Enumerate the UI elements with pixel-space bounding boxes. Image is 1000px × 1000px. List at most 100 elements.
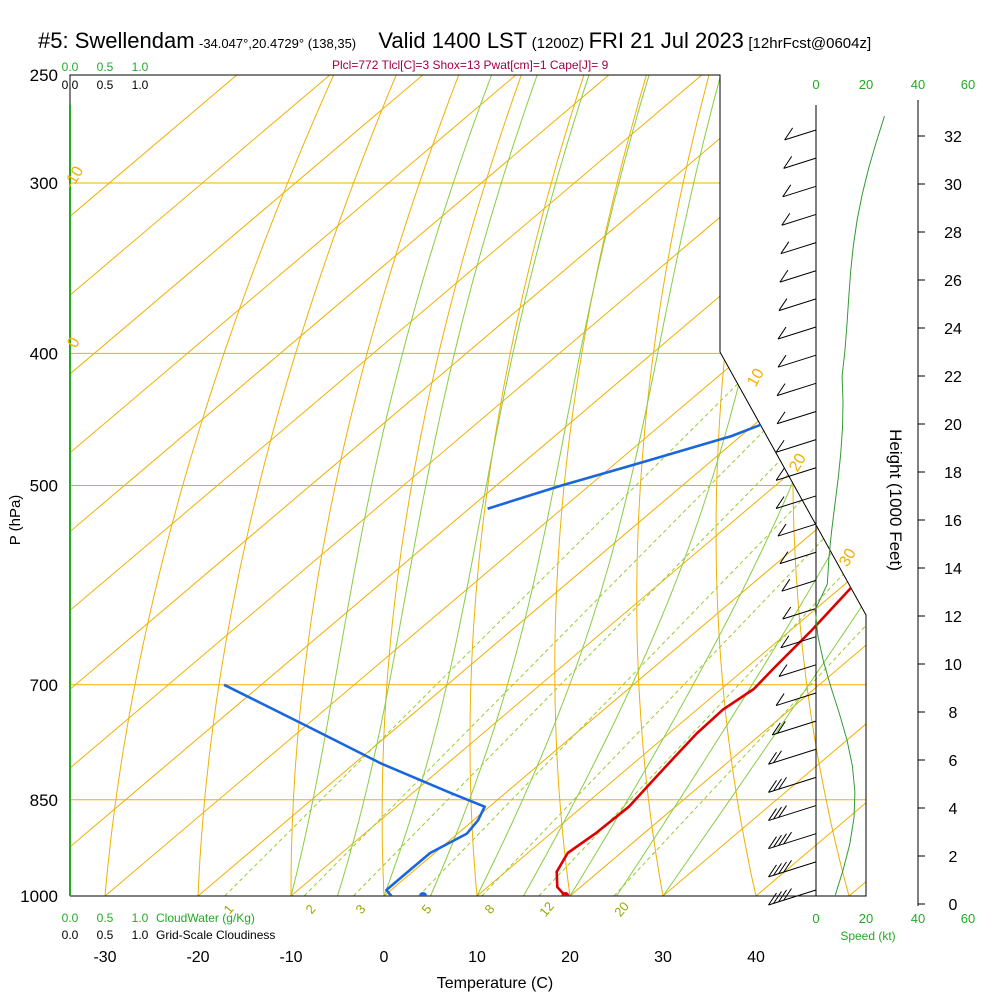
- moist-adiabat-line: [337, 75, 538, 896]
- wind-barb: [775, 495, 817, 510]
- surface-point-marker: [419, 892, 428, 896]
- wind-barb-flag: [773, 891, 782, 904]
- isotherm-line: [662, 75, 866, 896]
- isotherm-line: [290, 75, 866, 896]
- dry-adiabat-line: [104, 75, 335, 896]
- wind-barb: [768, 861, 817, 878]
- wind-barb-flag: [783, 888, 792, 901]
- isotherm-label: 30: [836, 546, 860, 570]
- wind-barb-flag: [768, 780, 777, 793]
- pressure-tick-label: 1000: [20, 887, 58, 906]
- wind-barb: [779, 551, 817, 565]
- wind-barb-flag: [784, 127, 794, 141]
- dry-adiabat-line: [381, 75, 522, 896]
- speed-tick-bottom: 20: [859, 911, 873, 926]
- height-tick-label: 12: [944, 609, 962, 626]
- wind-barb-flag: [776, 383, 786, 396]
- height-tick-label: 14: [944, 561, 962, 578]
- temperature-tick-label: -20: [186, 949, 209, 966]
- speed-tick-bottom: 40: [911, 911, 925, 926]
- wind-barb-flag: [768, 808, 777, 821]
- wind-barb: [768, 805, 817, 822]
- cloud-scale-top-green: 0.0: [62, 60, 79, 74]
- wind-barb: [779, 270, 817, 283]
- isotherm-line: [70, 75, 517, 896]
- wind-barb-flag: [782, 606, 792, 620]
- wind-barb: [781, 579, 817, 592]
- temperature-tick-label: 40: [747, 949, 765, 966]
- temperature-tick-label: -30: [93, 949, 116, 966]
- wind-barb-flag: [778, 777, 787, 790]
- cloud-scale-bottom-black: 1.0: [132, 928, 149, 942]
- height-tick-label: 4: [949, 801, 958, 818]
- mixing-ratio-line: [613, 353, 866, 896]
- cloud-scale-top-black: 1.0: [132, 78, 149, 92]
- plot-border: [69, 74, 867, 897]
- plot-frame: [69, 74, 919, 906]
- wind-barb: [781, 213, 817, 226]
- height-tick-label: 6: [949, 753, 958, 770]
- wind-barb: [768, 833, 817, 850]
- mixing-ratio-line: [224, 352, 769, 896]
- height-tick-label: 8: [949, 705, 958, 722]
- temperature-tick-label: 20: [561, 949, 579, 966]
- wind-barb-flag: [783, 156, 793, 169]
- height-tick-label: 26: [944, 273, 962, 290]
- wind-barb: [775, 439, 817, 453]
- height-tick-label: 0: [949, 897, 958, 914]
- site-coords: -34.047°,20.4729° (138,35): [199, 36, 357, 51]
- wind-barb-flag: [781, 578, 791, 592]
- cloud-scale-bottom-green: 0.0: [62, 911, 79, 925]
- dry-adiabat-line: [290, 75, 460, 896]
- wind-barb-flag: [773, 750, 782, 764]
- wind-barb: [782, 608, 817, 620]
- isotherm-line: [70, 75, 796, 896]
- speed-tick-top: 60: [961, 77, 975, 92]
- wind-barb: [768, 776, 817, 793]
- cloudwater-label: CloudWater (g/Kg): [156, 911, 255, 925]
- wind-barb-flag: [778, 861, 787, 875]
- dewpoint-line: [223, 683, 487, 896]
- pressure-tick-label: 500: [30, 477, 58, 496]
- wind-barb-flag: [768, 836, 777, 849]
- wind-barb-flag: [780, 241, 790, 254]
- mixing-ratio-label: 20: [611, 899, 632, 920]
- chart-title: #5: Swellendam -34.047°,20.4729° (138,35…: [38, 28, 871, 54]
- isotherm-label: 0: [65, 335, 84, 351]
- height-tick-label: 10: [944, 657, 962, 674]
- height-axis-title: Height (1000 Feet): [886, 429, 905, 571]
- surface-point-marker: [561, 892, 570, 896]
- wind-barb-flag: [773, 863, 782, 876]
- pressure-tick-label: 250: [30, 66, 58, 85]
- speed-tick-top: 40: [911, 77, 925, 92]
- wind-barb-flag: [771, 722, 781, 736]
- wind-barb-flag: [775, 496, 785, 509]
- dewpoint-upper-line: [487, 102, 866, 510]
- height-tick-label: 20: [944, 417, 962, 434]
- wind-barb-flag: [779, 551, 789, 564]
- isotherm-label: 20: [786, 451, 810, 475]
- wind-barb-flag: [778, 298, 788, 311]
- wind-barb-flag: [782, 184, 792, 198]
- wind-barb: [778, 664, 817, 677]
- speed-tick-top: 0: [812, 77, 819, 92]
- isotherm-line: [197, 75, 866, 896]
- sounding-parameters: Plcl=772 Tlcl[C]=3 Shox=13 Pwat[cm]=1 Ca…: [332, 58, 609, 72]
- wind-barb: [777, 326, 817, 340]
- pressure-tick-label: 300: [30, 174, 58, 193]
- isotherm-line: [70, 75, 331, 896]
- dry-adiabat-line: [636, 75, 710, 896]
- isotherm-line: [70, 75, 703, 896]
- isotherm-line: [70, 75, 238, 896]
- cloud-scale-top-green: 1.0: [132, 60, 149, 74]
- wind-barb-flag: [777, 354, 787, 368]
- wind-barb-flag: [783, 831, 792, 845]
- temperature-tick-label: 30: [654, 949, 672, 966]
- pressure-tick-label: 700: [30, 676, 58, 695]
- cloud-scale-bottom-green: 0.5: [97, 911, 114, 925]
- moist-adiabat-line: [383, 75, 590, 896]
- speed-tick-bottom: 0: [812, 911, 819, 926]
- height-tick-label: 2: [949, 849, 958, 866]
- wind-barb: [776, 382, 817, 397]
- wind-barb-flag: [768, 751, 777, 765]
